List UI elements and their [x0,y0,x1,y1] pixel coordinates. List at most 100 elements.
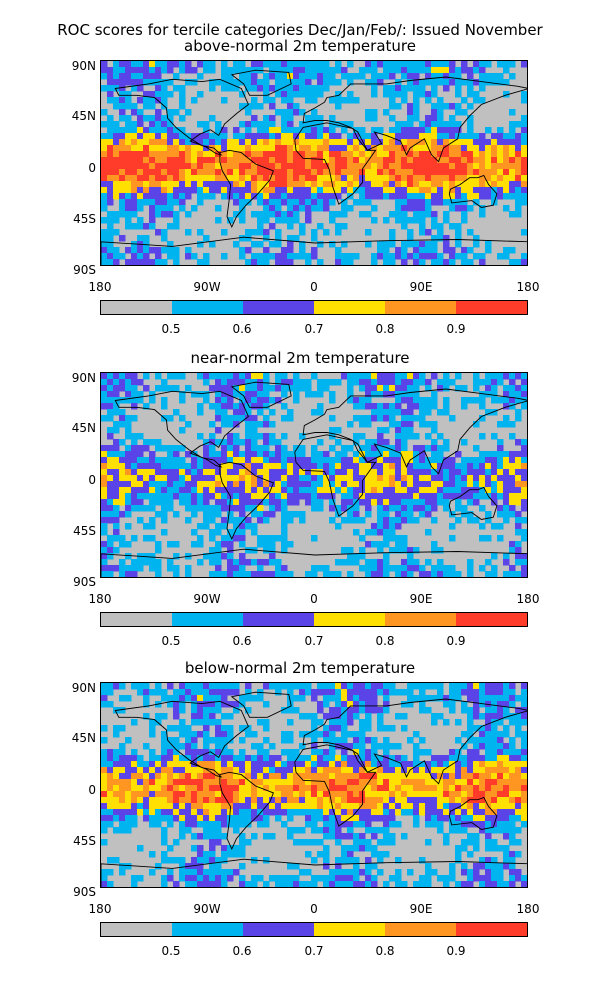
score-cell [449,565,456,572]
score-cell [515,463,522,470]
score-cell [515,487,522,494]
score-cell [431,127,438,134]
score-cell [209,869,216,876]
score-cell [167,559,174,566]
score-cell [191,151,198,158]
score-cell [395,169,402,176]
score-cell [323,701,330,708]
score-cell [227,157,234,164]
score-cell [491,791,498,798]
score-cell [215,457,222,464]
score-cell [287,451,294,458]
score-cell [257,815,264,822]
score-cell [263,133,270,140]
score-cell [107,385,114,392]
score-cell [125,481,132,488]
score-cell [341,791,348,798]
score-cell [335,79,342,86]
score-cell [521,385,527,392]
score-cell [161,61,168,68]
score-cell [347,481,354,488]
score-cell [497,815,504,822]
score-cell [107,535,114,542]
score-cell [353,737,360,744]
score-cell [389,385,396,392]
score-cell [503,517,510,524]
score-cell [509,869,516,876]
score-cell [485,821,492,828]
score-cell [209,797,216,804]
score-cell [407,511,414,518]
score-cell [485,707,492,714]
score-cell [371,451,378,458]
score-cell [467,689,474,696]
score-cell [107,409,114,416]
score-cell [119,755,126,762]
score-cell [161,133,168,140]
score-cell [377,187,384,194]
score-cell [203,827,210,834]
score-cell [377,73,384,80]
score-cell [107,199,114,206]
score-cell [149,175,156,182]
score-cell [329,683,336,690]
score-cell [197,689,204,696]
score-cell [335,577,342,578]
score-cell [125,187,132,194]
score-cell [215,139,222,146]
score-cell [311,857,318,864]
score-cell [347,91,354,98]
score-cell [275,803,282,810]
score-cell [521,785,527,792]
score-cell [113,133,120,140]
score-cell [179,791,186,798]
score-cell [119,109,126,116]
score-cell [437,797,444,804]
score-cell [359,737,366,744]
score-cell [401,499,408,506]
score-cell [401,689,408,696]
score-cell [341,121,348,128]
score-cell [293,217,300,224]
score-cell [107,445,114,452]
score-cell [497,707,504,714]
score-cell [287,103,294,110]
score-cell [215,505,222,512]
score-cell [119,205,126,212]
score-cell [413,391,420,398]
score-cell [125,139,132,146]
score-cell [353,397,360,404]
score-cell [275,439,282,446]
score-cell [527,553,528,560]
score-cell [341,821,348,828]
score-cell [281,265,288,266]
score-cell [149,133,156,140]
score-cell [371,379,378,386]
score-cell [107,541,114,548]
score-cell [209,815,216,822]
score-cell [251,151,258,158]
score-cell [425,133,432,140]
score-cell [455,373,462,380]
score-cell [113,457,120,464]
score-cell [257,571,264,577]
score-cell [317,385,324,392]
score-cell [179,785,186,792]
score-cell [215,839,222,846]
score-cell [389,259,396,265]
score-cell [221,797,228,804]
score-cell [239,839,246,846]
score-cell [473,815,480,822]
score-cell [143,689,150,696]
score-cell [317,809,324,816]
score-cell [101,391,108,398]
score-cell [161,749,168,756]
score-cell [347,397,354,404]
score-cell [215,469,222,476]
score-cell [413,181,420,188]
score-cell [275,61,282,68]
score-cell [401,427,408,434]
score-cell [179,205,186,212]
score-cell [167,767,174,774]
score-cell [101,445,108,452]
